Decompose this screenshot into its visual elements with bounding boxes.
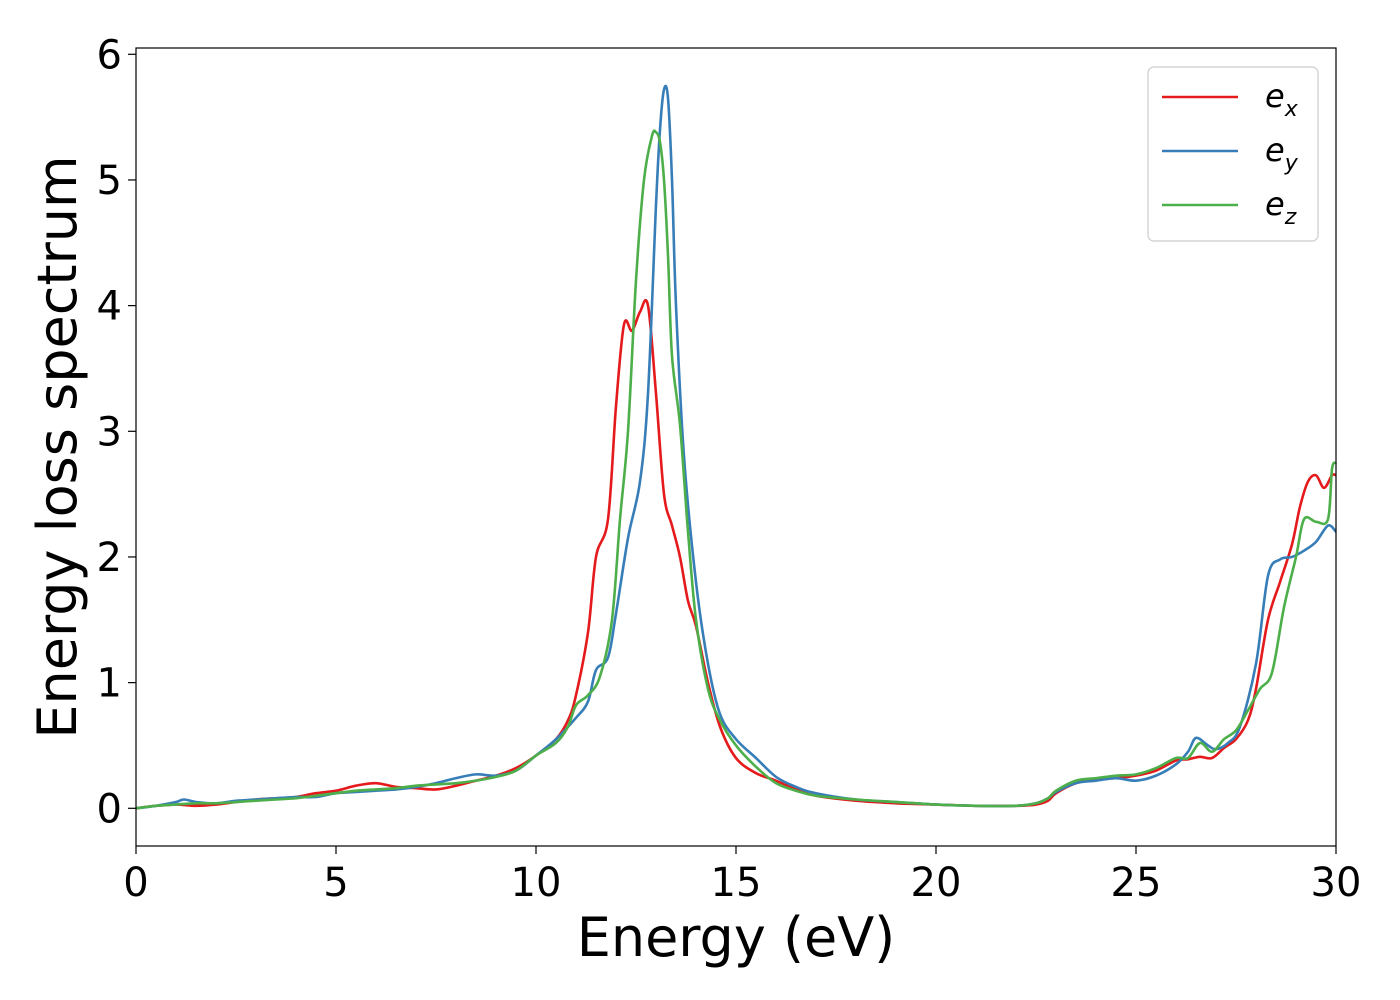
- x-tick-label: 0: [123, 860, 148, 906]
- y-tick-label: 2: [97, 535, 122, 581]
- x-axis-label: Energy (eV): [577, 906, 896, 969]
- y-tick-label: 3: [97, 409, 122, 455]
- y-axis: 0 1 2 3 4 5 6: [97, 32, 136, 832]
- y-axis-label: Energy loss spectrum: [26, 155, 89, 738]
- y-tick-label: 6: [97, 32, 122, 78]
- x-tick-label: 15: [711, 860, 762, 906]
- y-tick-label: 0: [97, 786, 122, 832]
- x-axis: 0 5 10 15 20 25 30: [123, 846, 1361, 906]
- y-tick-label: 1: [97, 661, 122, 707]
- series-layer: [135, 84, 1338, 810]
- x-tick-label: 20: [911, 860, 962, 906]
- x-tick-label: 10: [511, 860, 562, 906]
- series-line-x: [135, 298, 1337, 810]
- x-tick-label: 5: [323, 860, 348, 906]
- legend-box: [1147, 66, 1319, 242]
- legend-label-z: ez: [1265, 185, 1297, 230]
- y-tick-label: 5: [97, 158, 122, 204]
- x-tick-label: 30: [1311, 860, 1362, 906]
- x-tick-label: 25: [1111, 860, 1162, 906]
- y-tick-label: 4: [97, 284, 122, 330]
- series-line-z: [135, 129, 1338, 810]
